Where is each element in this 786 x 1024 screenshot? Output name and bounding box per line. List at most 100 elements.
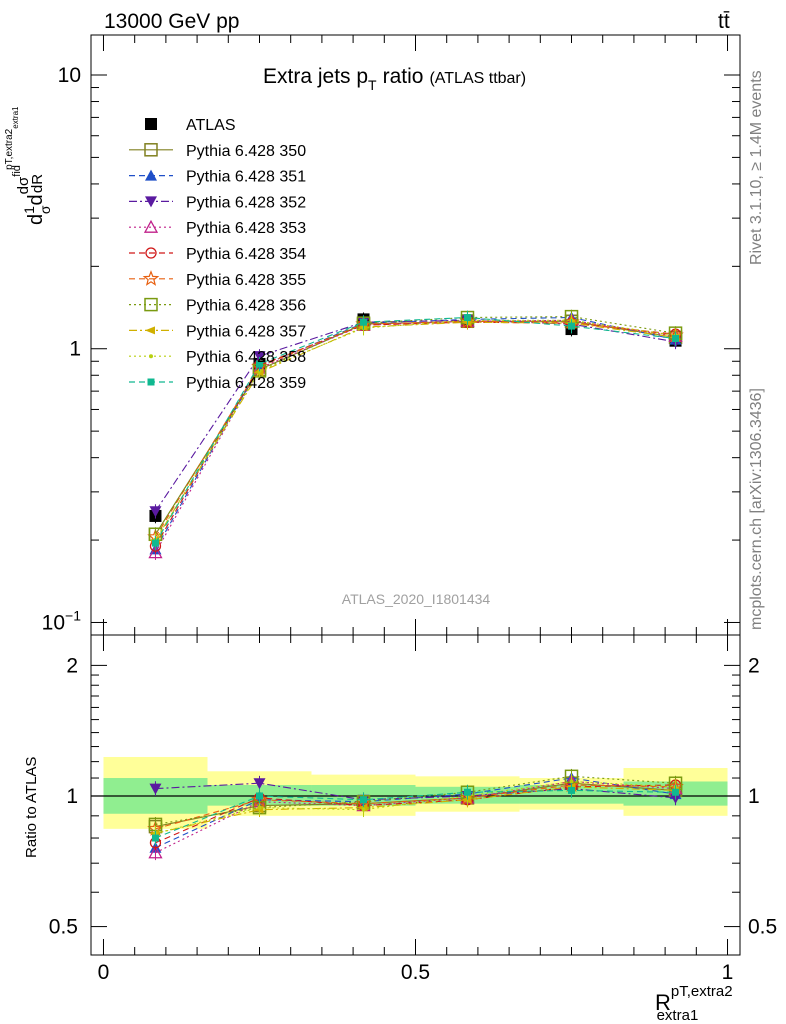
ratio-point — [361, 807, 366, 812]
main-ytick-label: 1 — [69, 338, 81, 361]
legend-marker — [145, 326, 155, 335]
legend-label: Pythia 6.428 353 — [186, 220, 306, 237]
ratio-point — [461, 795, 472, 804]
ratio-line — [155, 789, 676, 839]
ratio-point — [148, 845, 163, 859]
main-ytick-label: 10−1 — [42, 607, 82, 634]
legend-label: ATLAS — [186, 117, 236, 134]
legend-marker — [143, 219, 159, 233]
main-y-axis-label: d1σddσfiddRpT,extra2extra1 — [4, 106, 53, 225]
ratio-point — [569, 779, 574, 784]
legend-marker — [145, 196, 157, 208]
ratio-point — [257, 805, 262, 810]
data-point — [149, 506, 162, 518]
svg-text:Ratio to ATLAS: Ratio to ATLAS — [23, 757, 40, 858]
title-small: (ATLAS ttbar) — [429, 70, 526, 87]
legend-label: Pythia 6.428 359 — [186, 375, 306, 392]
series-line — [155, 319, 676, 541]
ratio-line — [155, 775, 676, 825]
ratio-ytick-label-right: 1 — [748, 785, 760, 808]
main-title: Extra jets pT ratio (ATLAS ttbar) — [263, 65, 526, 93]
xtick-label: 0 — [98, 961, 110, 984]
legend-label: Pythia 6.428 352 — [186, 194, 306, 211]
x-axis-label: RpT,extra2 extra1 — [655, 983, 733, 1024]
series-line — [155, 316, 676, 544]
series-line — [155, 319, 676, 512]
main-plot: 10 1 10−1 — [42, 34, 741, 636]
data-point — [568, 322, 576, 330]
ratio-ytick-label-right: 0.5 — [748, 916, 777, 939]
ratio-point — [255, 792, 263, 800]
xtick-label: 0.5 — [401, 961, 430, 984]
series-line — [155, 321, 676, 541]
ratio-point — [253, 778, 266, 790]
title-text: Extra jets p — [263, 65, 368, 88]
main-ytick-label: 10 — [58, 64, 81, 87]
legend-marker — [145, 118, 157, 130]
data-point — [255, 360, 263, 368]
analysis-watermark: ATLAS_2020_I1801434 — [342, 591, 491, 607]
xtick-label: 1 — [722, 961, 734, 984]
legend-entry: Pythia 6.428 356 — [129, 298, 306, 315]
ratio-line — [155, 784, 676, 830]
legend-label: Pythia 6.428 357 — [186, 323, 306, 340]
energy-label: 13000 GeV pp — [104, 10, 239, 33]
data-point — [360, 318, 368, 326]
legend-marker — [144, 297, 158, 312]
legend-entry: Pythia 6.428 354 — [129, 246, 306, 263]
ratio-ytick-label-right: 2 — [748, 654, 760, 677]
legend-marker — [145, 247, 157, 259]
ratio-point — [672, 788, 680, 796]
rivet-label: Rivet 3.1.10, ≥ 1.4M events — [748, 70, 765, 265]
ratio-point — [568, 786, 576, 794]
legend-marker — [144, 143, 158, 157]
legend-entry: Pythia 6.428 357 — [129, 323, 306, 340]
data-point — [148, 545, 163, 559]
series-line — [155, 320, 676, 538]
series-line — [155, 321, 676, 547]
process-label: tt̄ — [718, 10, 730, 33]
ratio-point — [463, 788, 471, 796]
legend-label: Pythia 6.428 354 — [186, 246, 306, 263]
data-point — [672, 334, 680, 342]
legend-entry: Pythia 6.428 359 — [129, 375, 306, 392]
ratio-ytick-label: 2 — [66, 654, 78, 677]
data-point — [151, 539, 159, 547]
data-point — [463, 314, 471, 322]
legend-marker — [147, 378, 155, 386]
series-pythia-6-428-356 — [148, 309, 683, 542]
legend-entry: ATLAS — [145, 117, 236, 134]
ratio-point — [149, 783, 162, 795]
legend-label: Pythia 6.428 355 — [186, 272, 306, 289]
legend-label: Pythia 6.428 356 — [186, 298, 306, 315]
svg-text:RpT,extra2extra1: RpT,extra2 extra1 — [655, 983, 733, 1024]
ratio-ytick-label: 0.5 — [49, 916, 78, 939]
ratio-plot: 2 2 1 1 0.5 0.5 0 0.5 1 — [49, 634, 777, 984]
ratio-series — [151, 783, 680, 846]
mcplots-label: mcplots.cern.ch [arXiv:1306.3436] — [748, 388, 765, 630]
legend-marker — [149, 354, 153, 359]
data-point — [253, 351, 266, 363]
legend-entry: Pythia 6.428 350 — [129, 143, 306, 160]
legend-label: Pythia 6.428 350 — [186, 143, 306, 160]
ratio-line — [155, 784, 676, 844]
legend-entry: Pythia 6.428 352 — [129, 194, 306, 211]
ratio-ytick-label: 1 — [66, 785, 78, 808]
legend-label: Pythia 6.428 351 — [186, 169, 306, 186]
ratio-line — [155, 782, 676, 801]
ratio-line — [155, 786, 676, 834]
svg-text:d1σddσfiddRpT,extra2extra1: d1σddσfiddRpT,extra2extra1 — [4, 106, 53, 225]
title-subscript: T — [368, 77, 377, 93]
ratio-point — [360, 796, 368, 804]
legend-marker — [145, 169, 157, 181]
ratio-y-axis-label: Ratio to ATLAS — [23, 757, 40, 858]
ratio-line — [155, 780, 676, 854]
legend-marker — [142, 270, 160, 286]
legend-entry: Pythia 6.428 351 — [129, 169, 306, 186]
legend-entry: Pythia 6.428 353 — [129, 219, 306, 237]
legend: ATLAS Pythia 6.428 350 Pythia 6.428 351 Pyt… — [129, 117, 306, 392]
legend-label: Pythia 6.428 358 — [186, 349, 306, 366]
legend-entry: Pythia 6.428 358 — [129, 349, 306, 366]
